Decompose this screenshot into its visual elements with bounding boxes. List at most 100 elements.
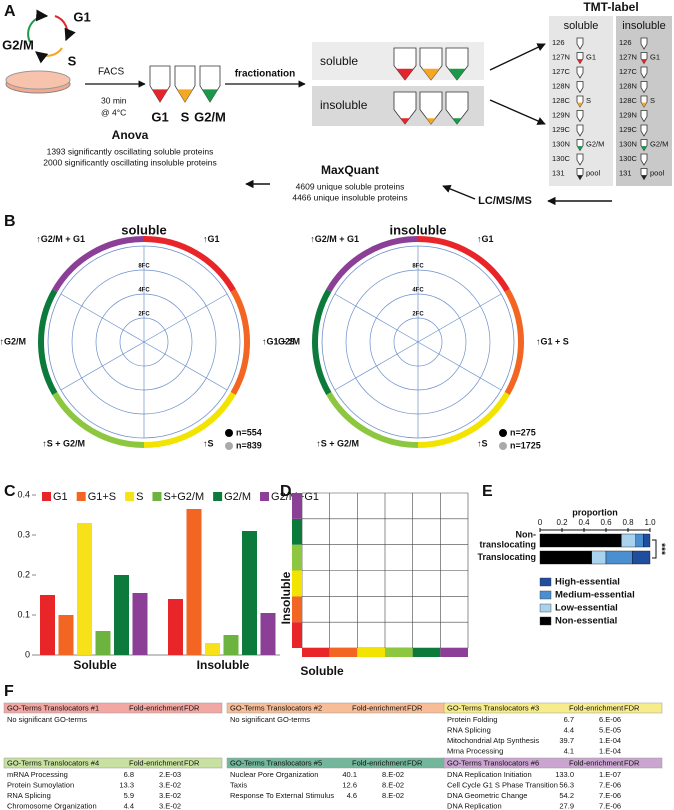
table-cell: Protein Sumoylation — [7, 780, 74, 789]
bar-segment — [539, 550, 592, 565]
table-cell: RNA Splicing — [447, 725, 491, 734]
tmt-channel: 130C — [619, 154, 638, 163]
tube-content — [396, 68, 414, 80]
sector-label: ↑S + G2/M — [42, 439, 85, 449]
x-tick-label: 0.8 — [622, 518, 634, 527]
legend-label: G1 — [53, 491, 68, 503]
legend-dot — [225, 442, 233, 450]
bar — [223, 635, 239, 655]
column-header: FDR — [624, 703, 640, 712]
bar — [114, 575, 129, 655]
legend-label: G1+S — [88, 491, 116, 503]
cycle-arrow — [35, 47, 63, 64]
x-tick-label: Insoluble — [197, 658, 250, 672]
tmt-channel: 129C — [552, 125, 571, 134]
tube-content — [448, 68, 466, 80]
x-tick-label: 0 — [538, 518, 543, 527]
radial-spoke — [334, 341, 419, 391]
legend-swatch — [42, 492, 51, 501]
category-strip — [292, 544, 302, 571]
table-cell: 4.1 — [564, 746, 574, 755]
legend-swatch — [76, 492, 86, 501]
sector-arc — [38, 289, 58, 395]
bar — [242, 531, 257, 655]
tmt-channel: 130N — [552, 139, 570, 148]
table-note: No significant GO-terms — [7, 715, 87, 724]
tube-content — [577, 102, 583, 107]
legend-label: n=275 — [510, 427, 536, 437]
legend-label: Low-essential — [555, 603, 618, 614]
table-cell: 56.3 — [559, 780, 574, 789]
table-title: GO-Terms Translocators #2 — [230, 703, 322, 712]
tmt-channel: 126 — [552, 38, 565, 47]
anova-title: Anova — [112, 128, 149, 142]
table-cell: Chromosome Organization — [7, 801, 97, 810]
legend-dot — [499, 429, 507, 437]
column-header: Fold-enrichment — [352, 758, 407, 767]
column-header: FDR — [184, 758, 200, 767]
radial-spoke — [143, 341, 228, 391]
bar — [132, 593, 148, 655]
sector-label: ↑G2/M + G1 — [36, 234, 85, 244]
column-header: Fold-enrichment — [569, 758, 624, 767]
cycle-arrow — [54, 15, 76, 42]
tmt-channel: 128C — [552, 96, 571, 105]
sector-arc — [312, 289, 332, 395]
table-cell: Taxis — [230, 780, 247, 789]
table-cell: 13.3 — [119, 780, 134, 789]
table-cell: 54.2 — [559, 791, 574, 800]
table-header — [443, 757, 663, 769]
cycle-arrow — [27, 9, 49, 43]
table-cell: 6.E-06 — [599, 715, 621, 724]
table-cell: 6.7 — [564, 715, 574, 724]
legend-swatch — [539, 616, 552, 626]
sector-label: ↑G1 + S — [536, 336, 569, 346]
tube-content — [577, 59, 583, 64]
sector-arc — [326, 236, 419, 293]
sector-label: ↑G2/M — [0, 336, 26, 346]
radial-spoke — [60, 293, 145, 343]
table-cell: 7.E-06 — [599, 801, 621, 810]
tube-content — [202, 89, 218, 102]
table-cell: 1.E-07 — [599, 770, 621, 779]
table-cell: 6.8 — [124, 770, 134, 779]
table-cell: Mitochondrial Atp Synthesis — [447, 736, 539, 745]
tmt-tag: S — [650, 96, 655, 105]
tmt-tag: G2/M — [586, 139, 604, 148]
arrow — [489, 43, 546, 71]
bar-segment — [635, 533, 644, 548]
facs-note: @ 4°C — [101, 107, 126, 117]
column-header: FDR — [624, 758, 640, 767]
y-tick-label: 0.2 — [17, 569, 30, 579]
fractionation-label: fractionation — [235, 69, 296, 80]
tmt-channel: 129N — [552, 110, 570, 119]
maxquant-title: MaxQuant — [321, 163, 379, 177]
tmt-tag: G1 — [586, 52, 596, 61]
table-cell: 1.E-04 — [599, 736, 621, 745]
tube-content — [426, 118, 436, 124]
sector-label: ↑S + G2/M — [316, 439, 359, 449]
legend-label: G2/M — [224, 491, 251, 503]
bar — [95, 631, 111, 655]
bar-segment — [539, 533, 622, 548]
legend-swatch — [539, 603, 552, 613]
tmt-channel: 130C — [552, 154, 571, 163]
tube-content — [177, 89, 193, 102]
category-strip — [302, 648, 330, 657]
x-tick-label: 0.4 — [578, 518, 590, 527]
phase-label: S — [68, 53, 77, 68]
tube — [640, 153, 648, 166]
sector-arc — [417, 391, 510, 448]
tmt-tag: G2/M — [650, 139, 668, 148]
table-header — [3, 702, 223, 714]
tube — [445, 91, 469, 125]
tube-content — [152, 89, 168, 102]
tmt-channel: 126 — [619, 38, 632, 47]
tmt-channel: 130N — [619, 139, 637, 148]
radial-spoke — [143, 293, 228, 343]
table-title: GO-Terms Translocators #1 — [7, 703, 99, 712]
tmt-tag: pool — [650, 168, 665, 177]
sector-arc — [326, 391, 419, 448]
tube-content — [641, 175, 647, 180]
tmt-channel: 128N — [619, 81, 637, 90]
